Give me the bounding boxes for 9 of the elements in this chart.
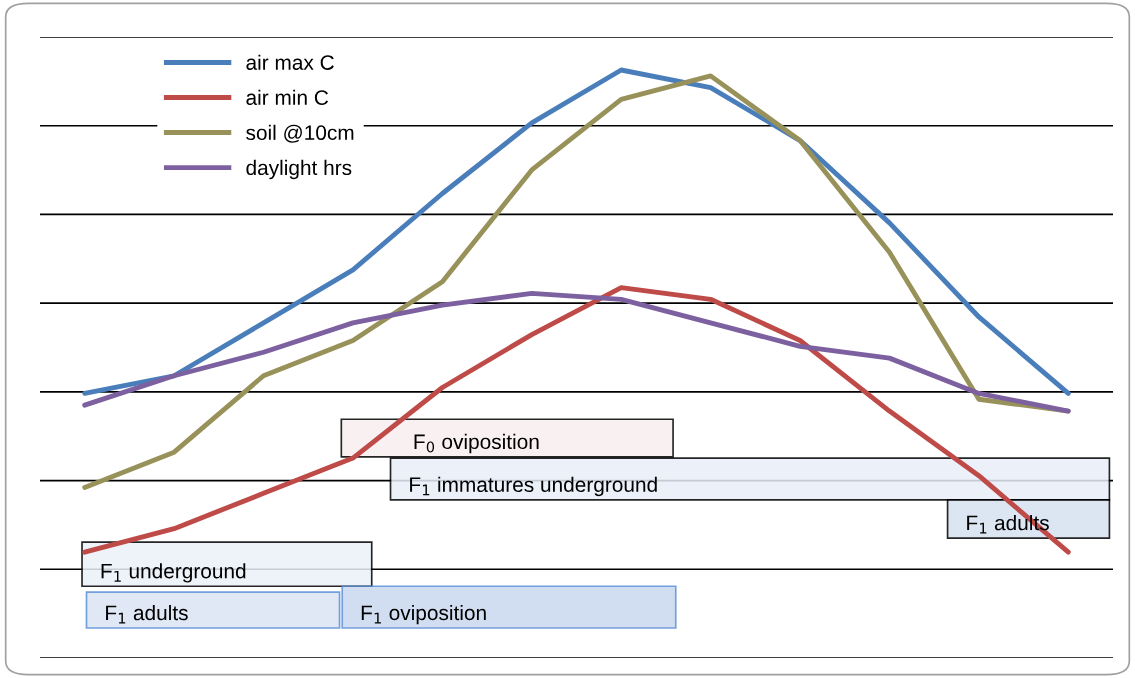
annotation: F$_{1}$ adults: [106, 604, 188, 624]
legend-label: soil @10cm: [246, 124, 354, 143]
legend-label: daylight hrs: [246, 159, 352, 180]
annotation: F$_{1}$ oviposition: [361, 604, 486, 625]
annotation: F$_{1}$ immatures underground: [410, 476, 657, 497]
legend-label: air min C: [246, 89, 329, 105]
legend-label: air max C: [246, 54, 334, 70]
annotation: F$_{0}$ oviposition: [414, 433, 539, 454]
annotation: F$_{1}$ underground: [101, 563, 246, 583]
